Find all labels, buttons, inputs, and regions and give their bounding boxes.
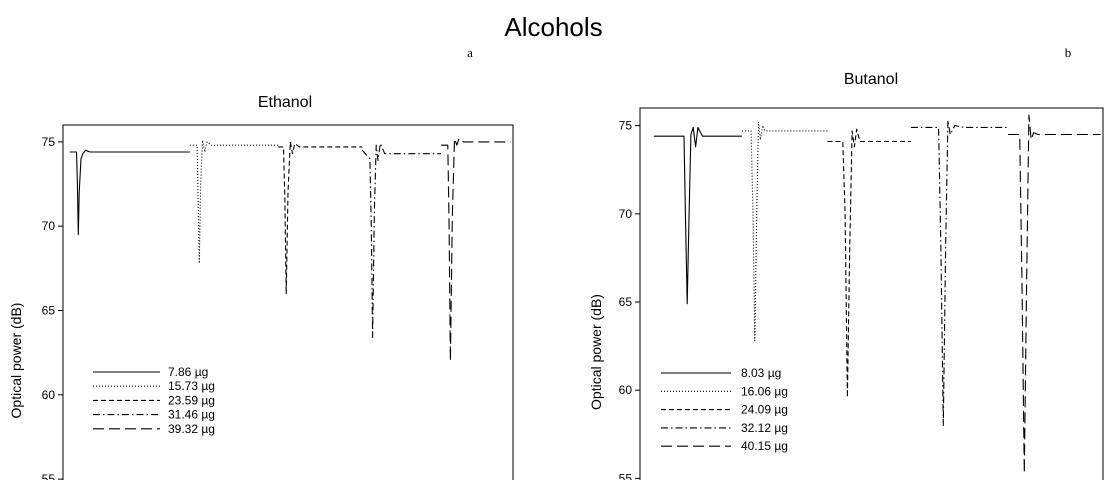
chart-panel-ethanol: a Ethanol Optical power (dB) 55 60 65 70 75 7.86… — [0, 0, 553, 480]
ethanol-y-axis-label: Optical power (dB) — [8, 303, 24, 419]
butanol-series-line-2 — [741, 121, 828, 342]
butanol-legend-label-2: 16.06 µg — [741, 384, 788, 398]
figure-title: Alcohols — [504, 12, 603, 42]
ethanol-y-tick-label: 70 — [42, 219, 56, 233]
butanol-chart-svg: b Butanol Optical power (dB) 55 60 65 70 75 8.03… — [588, 45, 1104, 480]
ethanol-chart-title: Ethanol — [258, 94, 312, 111]
butanol-plot-frame — [639, 107, 1104, 480]
ethanol-panel-letter: a — [467, 45, 473, 60]
butanol-series-line-5 — [1008, 114, 1101, 474]
butanol-y-tick-label: 70 — [619, 207, 633, 221]
butanol-series-line-1 — [653, 126, 742, 305]
ethanol-y-tick-label: 75 — [42, 135, 56, 149]
butanol-legend-label-5: 40.15 µg — [741, 439, 788, 453]
ethanol-legend-label-3: 23.59 µg — [168, 393, 215, 407]
butanol-y-tick-label: 65 — [619, 295, 633, 309]
ethanol-legend-label-2: 15.73 µg — [168, 379, 215, 393]
ethanol-chart-svg: a Ethanol Optical power (dB) 55 60 65 70 75 7.86… — [8, 45, 514, 480]
butanol-y-tick-label: 60 — [619, 383, 633, 397]
chart-panel-butanol: b Butanol Optical power (dB) 55 60 65 70 75 8.03… — [553, 0, 1107, 480]
ethanol-series-line-5 — [441, 137, 511, 362]
ethanol-series-line-2 — [189, 139, 279, 264]
ethanol-series-line-3 — [278, 141, 363, 295]
ethanol-series-line-1 — [69, 149, 190, 236]
butanol-panel-letter: b — [1065, 45, 1072, 60]
butanol-y-tick-label: 75 — [619, 119, 633, 133]
butanol-legend-label-4: 32.12 µg — [741, 421, 788, 435]
butanol-legend-label-3: 24.09 µg — [741, 403, 788, 417]
butanol-chart-title: Butanol — [844, 71, 898, 88]
ethanol-y-tick-label: 60 — [42, 388, 56, 402]
ethanol-plot-frame — [62, 124, 514, 480]
butanol-y-axis-label: Optical power (dB) — [588, 294, 604, 410]
ethanol-legend-label-1: 7.86 µg — [168, 365, 208, 379]
butanol-legend-label-1: 8.03 µg — [741, 366, 781, 380]
butanol-y-tick-label: 55 — [619, 471, 633, 480]
ethanol-legend-label-4: 31.46 µg — [168, 408, 215, 422]
ethanol-y-tick-label: 65 — [42, 304, 56, 318]
butanol-series-line-4 — [910, 119, 1009, 427]
ethanol-series-line-4 — [361, 142, 441, 339]
ethanol-legend-label-5: 39.32 µg — [168, 422, 215, 436]
butanol-series-line-3 — [827, 128, 911, 398]
ethanol-y-tick-label: 55 — [42, 472, 56, 480]
